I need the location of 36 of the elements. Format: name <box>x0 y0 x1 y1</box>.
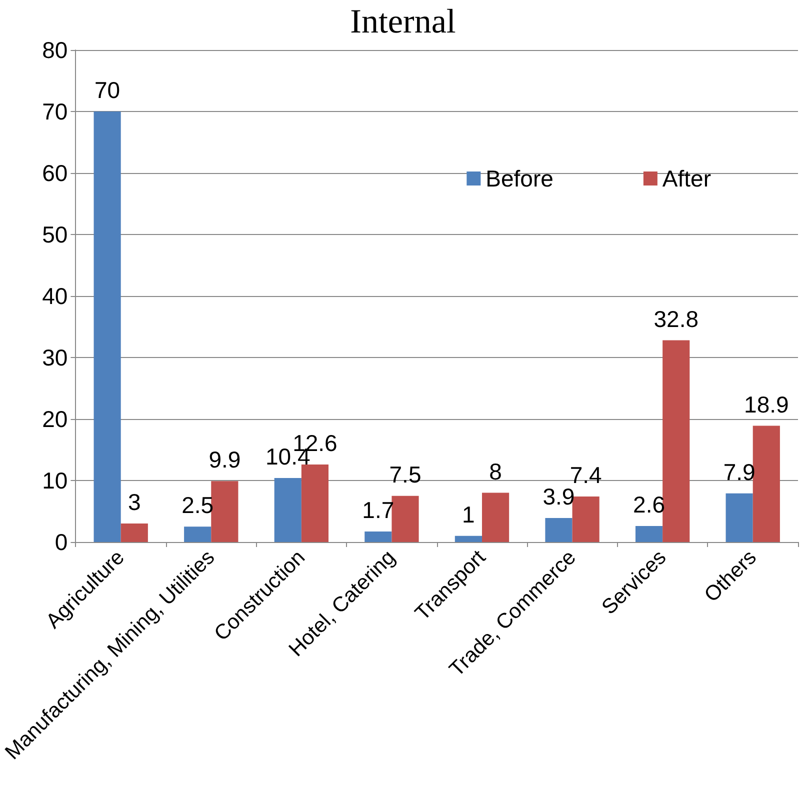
y-tick-label: 80 <box>42 37 68 63</box>
y-tick-label: 60 <box>42 160 68 186</box>
bar <box>120 524 148 542</box>
y-tick-label: 0 <box>54 529 68 555</box>
data-label: 1 <box>462 501 475 528</box>
bar <box>392 496 419 542</box>
bar <box>364 532 392 542</box>
data-label: 18.9 <box>744 391 789 418</box>
chart-title: Internal <box>350 4 456 40</box>
data-label: 32.8 <box>654 306 698 332</box>
bar <box>301 464 329 542</box>
y-tick-label: 70 <box>42 98 68 124</box>
legend-label: After <box>662 166 712 192</box>
bar <box>752 426 780 542</box>
data-label: 7.5 <box>389 461 422 488</box>
bar <box>545 518 572 542</box>
bar <box>635 526 663 542</box>
bar <box>274 478 302 542</box>
bar <box>454 536 482 542</box>
y-tick-label: 50 <box>42 222 68 248</box>
y-tick-label: 30 <box>42 344 68 370</box>
bar <box>211 481 238 542</box>
y-tick-label: 10 <box>42 468 68 494</box>
data-label: 8 <box>489 458 502 484</box>
bar <box>94 112 121 542</box>
bar <box>726 493 753 542</box>
bar <box>482 492 510 542</box>
legend-label: Before <box>486 166 554 192</box>
y-tick-label: 20 <box>42 406 68 432</box>
bar <box>184 526 212 542</box>
bar <box>572 496 600 542</box>
data-label: 9.9 <box>208 446 241 473</box>
bar <box>662 340 690 542</box>
y-tick-label: 40 <box>42 283 68 309</box>
data-label: 70 <box>94 77 120 103</box>
data-label: 3 <box>128 489 141 516</box>
